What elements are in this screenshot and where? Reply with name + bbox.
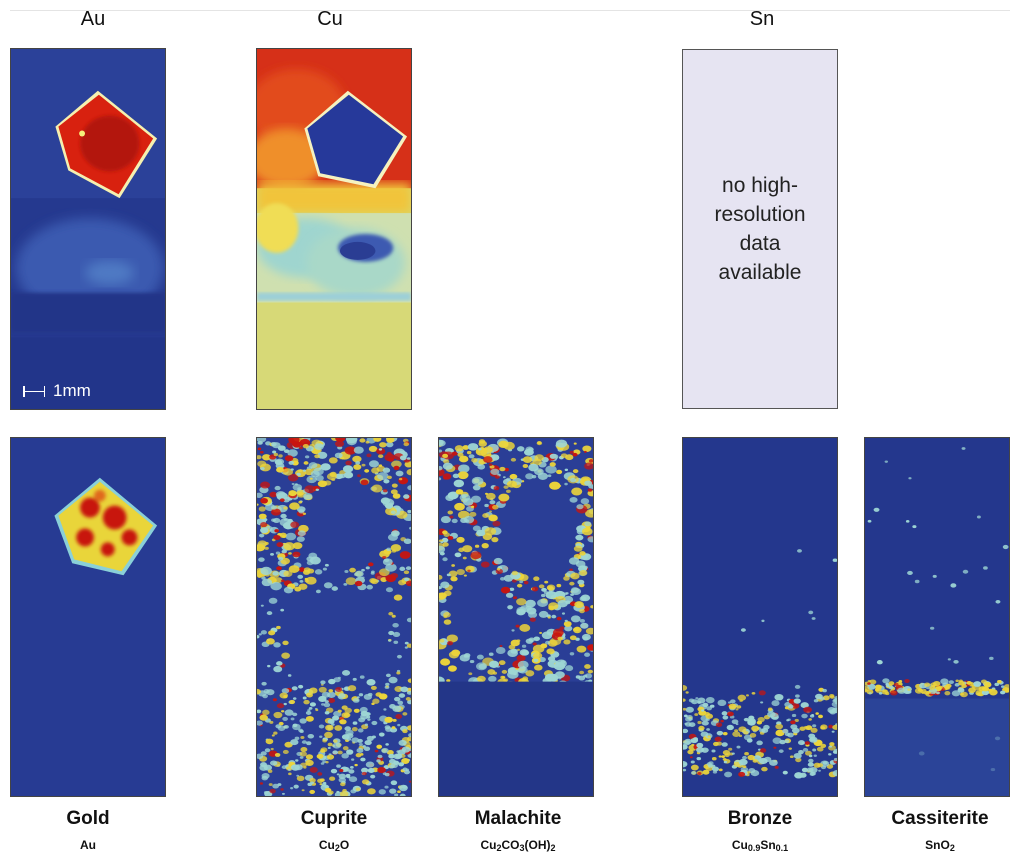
formula-malachite: Cu2CO3(OH)2 [480, 838, 556, 853]
cassiterite-phase-map [864, 437, 1010, 797]
scale-bar-label: 1mm [53, 381, 91, 400]
scale-bar-line [23, 385, 45, 397]
formula-bronze: Cu0.9Sn0.1 [731, 838, 789, 853]
no-data-text: no high-resolution data available [714, 174, 806, 284]
mineral-name-bronze: Bronze [727, 808, 793, 829]
cuprite-phase-map [256, 437, 412, 797]
formula-cuprite: Cu2O [318, 838, 350, 853]
formula-cassiterite: SnO2 [925, 838, 955, 853]
mineral-name-cassiterite: Cassiterite [891, 808, 989, 829]
malachite-phase-map [438, 437, 594, 797]
mineral-name-cuprite: Cuprite [300, 808, 368, 829]
column-label-cu: Cu [317, 8, 343, 30]
no-data-panel: no high-resolution data available [682, 49, 838, 409]
column-label-au: Au [80, 8, 106, 30]
column-label-sn: Sn [749, 8, 775, 30]
mineral-name-malachite: Malachite [474, 808, 562, 829]
top-rule [10, 10, 1010, 11]
gold-phase-map [10, 437, 166, 797]
au-element-map: 1mm [10, 48, 166, 410]
formula-gold: Au [80, 838, 96, 852]
bronze-phase-map [682, 437, 838, 797]
cu-element-map [256, 48, 412, 410]
scale-bar: 1mm [23, 381, 91, 401]
mineral-name-gold: Gold [66, 808, 110, 829]
